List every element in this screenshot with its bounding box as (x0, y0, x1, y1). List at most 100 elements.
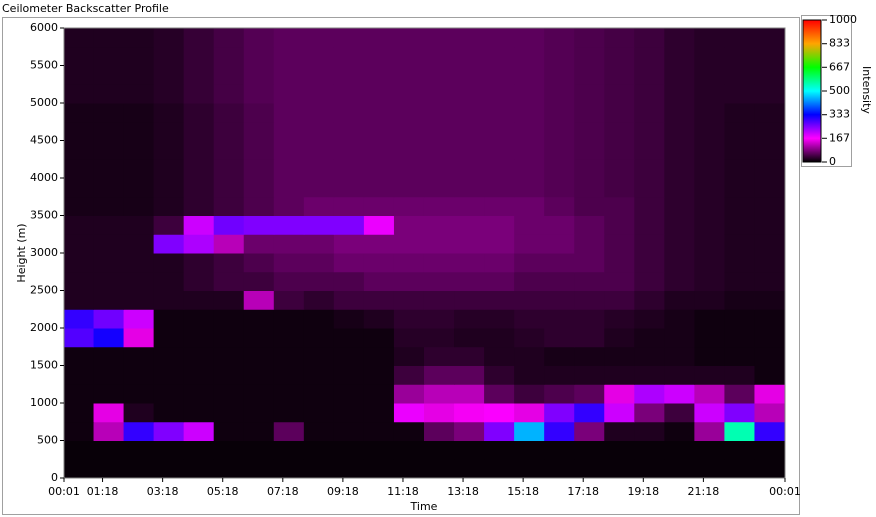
heatmap-cell (153, 84, 185, 104)
heatmap-cell (724, 365, 755, 385)
heatmap-cell (363, 84, 395, 104)
heatmap-cell (754, 103, 785, 123)
heatmap-cell (484, 403, 515, 423)
heatmap-cell (363, 253, 395, 273)
heatmap-cell (243, 403, 275, 423)
heatmap-cell (454, 159, 485, 179)
heatmap-cell (213, 234, 245, 254)
heatmap-cell (634, 440, 665, 460)
heatmap-cell (243, 46, 275, 66)
heatmap-cell (123, 234, 155, 254)
heatmap-cell (634, 421, 665, 441)
heatmap-cell (454, 84, 485, 104)
heatmap-cell (303, 65, 335, 85)
heatmap-cell (544, 421, 575, 441)
heatmap-cell (694, 46, 725, 66)
heatmap-cell (273, 440, 305, 460)
heatmap-cell (514, 234, 545, 254)
heatmap-cell (213, 271, 245, 291)
heatmap-cell (484, 271, 515, 291)
colorbar-tick-label: 333 (829, 108, 850, 121)
heatmap-cell (153, 253, 185, 273)
heatmap-cell (423, 253, 455, 273)
heatmap-cell (273, 140, 305, 160)
heatmap-cell (183, 84, 215, 104)
y-tick-label: 6000 (30, 21, 58, 34)
heatmap-cell (93, 46, 125, 66)
heatmap-cell (393, 234, 425, 254)
colorbar-tick-label: 667 (829, 60, 850, 73)
heatmap-cell (454, 384, 485, 404)
heatmap-cell (724, 103, 755, 123)
heatmap-cell (183, 46, 215, 66)
heatmap-cell (213, 103, 245, 123)
heatmap-cell (333, 215, 365, 235)
heatmap-cell (303, 253, 335, 273)
heatmap-cell (243, 309, 275, 329)
heatmap-cell (694, 328, 725, 348)
heatmap-cell (604, 234, 635, 254)
heatmap-cell (183, 159, 215, 179)
heatmap-cell (454, 196, 485, 216)
heatmap-cell (64, 328, 95, 348)
heatmap-cell (363, 328, 395, 348)
heatmap-cell (393, 328, 425, 348)
x-tick-label: 00:01 (48, 485, 80, 498)
heatmap-cell (123, 328, 155, 348)
heatmap-cell (694, 403, 725, 423)
heatmap-cell (634, 271, 665, 291)
heatmap-cell (153, 121, 185, 141)
heatmap-cell (393, 196, 425, 216)
y-tick-label: 2000 (30, 321, 58, 334)
heatmap-cell (183, 234, 215, 254)
heatmap-cell (93, 459, 125, 478)
heatmap-cell (273, 253, 305, 273)
heatmap-cell (213, 84, 245, 104)
heatmap-cell (694, 421, 725, 441)
heatmap-cell (393, 84, 425, 104)
heatmap-cell (754, 178, 785, 198)
heatmap-cell (243, 459, 275, 478)
heatmap-cell (694, 365, 725, 385)
heatmap-cell (64, 84, 95, 104)
heatmap-cell (123, 65, 155, 85)
heatmap-cell (484, 28, 515, 48)
heatmap-cell (634, 290, 665, 310)
heatmap-cell (634, 403, 665, 423)
heatmap-cell (303, 28, 335, 48)
heatmap-cell (634, 309, 665, 329)
heatmap-cell (724, 178, 755, 198)
heatmap-cell (454, 440, 485, 460)
heatmap-cell (243, 28, 275, 48)
heatmap-cell (634, 178, 665, 198)
heatmap-cell (664, 215, 695, 235)
heatmap-cell (664, 234, 695, 254)
heatmap-cell (423, 234, 455, 254)
heatmap-cell (484, 196, 515, 216)
heatmap-cell (724, 65, 755, 85)
heatmap-cell (694, 215, 725, 235)
heatmap-cell (363, 196, 395, 216)
heatmap-cell (604, 459, 635, 478)
heatmap-cell (273, 271, 305, 291)
x-tick-label: 01:18 (87, 485, 119, 498)
heatmap-cell (454, 121, 485, 141)
heatmap-cell (754, 84, 785, 104)
heatmap-cell (454, 178, 485, 198)
heatmap-cell (363, 103, 395, 123)
heatmap-cell (454, 403, 485, 423)
heatmap-cell (273, 46, 305, 66)
heatmap-cell (243, 215, 275, 235)
heatmap-cell (303, 46, 335, 66)
heatmap-cell (423, 421, 455, 441)
colorbar-tick-label: 500 (829, 84, 850, 97)
heatmap-cell (544, 384, 575, 404)
heatmap-cell (183, 271, 215, 291)
heatmap-cell (183, 178, 215, 198)
heatmap-cell (363, 271, 395, 291)
heatmap-cell (484, 365, 515, 385)
heatmap-cell (393, 28, 425, 48)
heatmap-cell (634, 215, 665, 235)
heatmap-cell (183, 309, 215, 329)
heatmap-cell (724, 121, 755, 141)
